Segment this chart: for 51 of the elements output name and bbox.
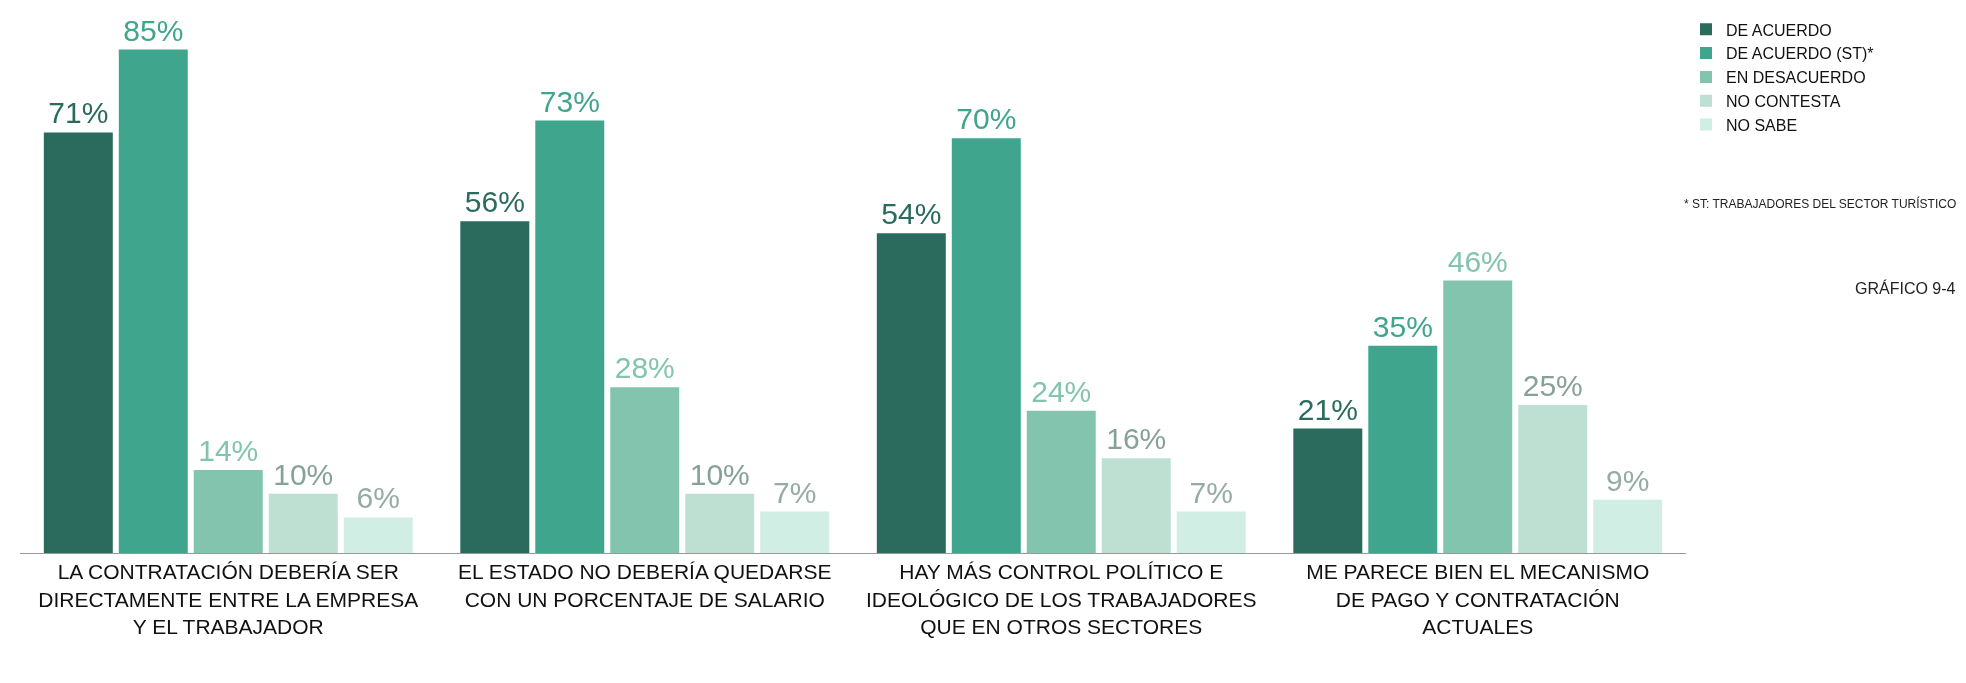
data-label: 46% xyxy=(1447,244,1508,278)
data-label: 85% xyxy=(123,13,184,47)
bar xyxy=(268,493,338,553)
legend-label: DE ACUERDO (ST)* xyxy=(1726,45,1874,63)
data-label: 28% xyxy=(614,351,675,385)
bar xyxy=(343,517,413,553)
bar xyxy=(1518,404,1588,553)
data-label: 16% xyxy=(1106,422,1167,456)
data-label: 35% xyxy=(1372,309,1433,343)
bar xyxy=(460,221,530,553)
x-tick-label: LA CONTRATACIÓN DEBERÍA SER DIRECTAMENTE ENTRE LA EMPRESA Y EL TRABAJADOR xyxy=(38,560,419,638)
bar xyxy=(1368,345,1438,553)
bar xyxy=(1176,511,1246,553)
bar xyxy=(118,49,188,553)
x-tick-label: ME PARECE BIEN EL MECANISMO DE PAGO Y CONTRATACIÓN ACTUALES xyxy=(1306,560,1650,638)
bar xyxy=(1443,280,1513,553)
text: GRÁFICO 9-4 xyxy=(1855,279,1956,297)
data-label: 7% xyxy=(773,475,817,509)
data-label: 21% xyxy=(1297,392,1358,426)
data-label: 24% xyxy=(1031,374,1092,408)
x-tick-label: HAY MÁS CONTROL POLÍTICO E IDEOLÓGICO DE LOS TRABAJADORES QUE EN OTROS SECTORES xyxy=(865,560,1257,638)
bar xyxy=(951,138,1021,553)
bar xyxy=(685,493,755,553)
legend-label: NO SABE xyxy=(1726,116,1798,134)
data-label: 71% xyxy=(48,96,109,130)
data-label: 6% xyxy=(356,481,400,515)
legend-label: EN DESACUERDO xyxy=(1726,69,1866,87)
bar xyxy=(535,120,605,553)
bar xyxy=(43,132,113,553)
bar xyxy=(193,470,263,553)
bar xyxy=(1101,458,1171,553)
annotation: * ST: TRABAJADORES DEL SECTOR TURÍSTICO xyxy=(1684,196,1957,211)
bar xyxy=(610,387,680,553)
data-label: 73% xyxy=(539,84,600,118)
data-label: 54% xyxy=(881,197,942,231)
data-label: 9% xyxy=(1606,463,1650,497)
bar xyxy=(876,233,946,553)
x-tick-label: EL ESTADO NO DEBERÍA QUEDARSE CON UN PORCENTAJE DE SALARIO xyxy=(458,560,832,611)
data-label: 10% xyxy=(273,457,334,491)
legend-label: NO CONTESTA xyxy=(1726,92,1841,110)
bar xyxy=(1293,428,1363,553)
bar xyxy=(1593,499,1663,553)
data-label: 70% xyxy=(956,102,1017,136)
data-label: 14% xyxy=(198,434,259,468)
data-label: 7% xyxy=(1189,475,1233,509)
data-label: 25% xyxy=(1522,368,1583,402)
bar xyxy=(1026,410,1096,553)
legend-label: DE ACUERDO xyxy=(1726,21,1832,39)
data-label: 56% xyxy=(464,185,525,219)
data-label: 10% xyxy=(689,457,750,491)
bar xyxy=(760,511,830,553)
